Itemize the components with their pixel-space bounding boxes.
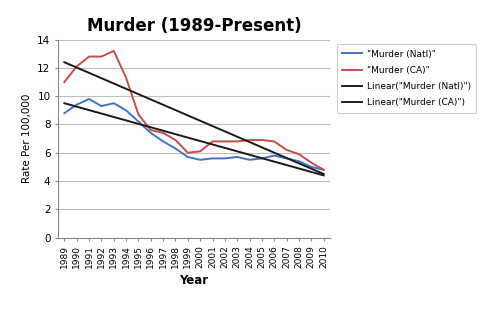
"Murder (CA)" xyxy=(271,140,276,144)
Linear("Murder (Natl)") xyxy=(148,125,153,129)
"Murder (Natl)" xyxy=(308,165,314,169)
"Murder (CA)" xyxy=(234,140,240,144)
"Murder (CA)" xyxy=(172,138,178,142)
"Murder (Natl)" xyxy=(283,156,289,160)
Linear("Murder (CA)") xyxy=(123,87,129,91)
Linear("Murder (CA)") xyxy=(308,167,314,171)
"Murder (Natl)" xyxy=(271,153,276,157)
Linear("Murder (CA)") xyxy=(283,156,289,160)
Linear("Murder (Natl)") xyxy=(98,112,104,115)
Linear("Murder (Natl)") xyxy=(308,170,314,174)
Y-axis label: Rate Per 100,000: Rate Per 100,000 xyxy=(22,94,31,183)
"Murder (CA)" xyxy=(111,49,117,53)
Linear("Murder (CA)") xyxy=(148,97,153,101)
"Murder (CA)" xyxy=(74,64,79,68)
Linear("Murder (Natl)") xyxy=(295,167,301,171)
Line: Linear("Murder (CA)"): Linear("Murder (CA)") xyxy=(64,62,323,174)
"Murder (Natl)" xyxy=(209,156,215,160)
"Murder (CA)" xyxy=(209,140,215,144)
"Murder (Natl)" xyxy=(246,158,252,162)
"Murder (Natl)" xyxy=(184,155,190,159)
"Murder (CA)" xyxy=(258,138,264,142)
"Murder (Natl)" xyxy=(320,168,326,172)
Linear("Murder (CA)") xyxy=(135,92,141,96)
Linear("Murder (CA)") xyxy=(246,140,252,144)
Linear("Murder (Natl)") xyxy=(246,153,252,157)
Linear("Murder (CA)") xyxy=(197,119,203,123)
"Murder (CA)" xyxy=(98,54,104,58)
Linear("Murder (Natl)") xyxy=(320,173,326,177)
Linear("Murder (Natl)") xyxy=(209,143,215,147)
Linear("Murder (Natl)") xyxy=(61,101,67,105)
Linear("Murder (Natl)") xyxy=(197,139,203,143)
Linear("Murder (Natl)") xyxy=(258,156,264,160)
Linear("Murder (CA)") xyxy=(258,146,264,149)
"Murder (CA)" xyxy=(308,161,314,165)
"Murder (Natl)" xyxy=(135,120,141,124)
Linear("Murder (CA)") xyxy=(222,129,227,133)
Linear("Murder (CA)") xyxy=(320,172,326,176)
"Murder (Natl)" xyxy=(222,156,227,160)
"Murder (CA)" xyxy=(197,149,203,153)
Title: Murder (1989-Present): Murder (1989-Present) xyxy=(87,17,301,35)
Linear("Murder (Natl)") xyxy=(184,136,190,140)
Linear("Murder (CA)") xyxy=(172,108,178,112)
Linear("Murder (Natl)") xyxy=(86,108,92,112)
"Murder (Natl)" xyxy=(74,103,79,107)
Linear("Murder (CA)") xyxy=(295,161,301,165)
"Murder (Natl)" xyxy=(197,158,203,162)
Linear("Murder (Natl)") xyxy=(123,118,129,122)
"Murder (Natl)" xyxy=(86,97,92,101)
Linear("Murder (Natl)") xyxy=(172,132,178,136)
"Murder (Natl)" xyxy=(172,147,178,150)
"Murder (Natl)" xyxy=(295,159,301,163)
Legend: "Murder (Natl)", "Murder (CA)", Linear("Murder (Natl)"), Linear("Murder (CA)"): "Murder (Natl)", "Murder (CA)", Linear("… xyxy=(336,44,475,113)
"Murder (Natl)" xyxy=(61,111,67,115)
Linear("Murder (CA)") xyxy=(184,114,190,117)
Linear("Murder (Natl)") xyxy=(135,122,141,126)
"Murder (CA)" xyxy=(283,148,289,152)
"Murder (Natl)" xyxy=(98,104,104,108)
"Murder (CA)" xyxy=(222,140,227,144)
Linear("Murder (Natl)") xyxy=(283,163,289,167)
Linear("Murder (Natl)") xyxy=(111,115,117,119)
"Murder (Natl)" xyxy=(234,155,240,159)
"Murder (Natl)" xyxy=(148,131,153,135)
"Murder (CA)" xyxy=(184,151,190,155)
Linear("Murder (Natl)") xyxy=(74,105,79,109)
"Murder (Natl)" xyxy=(258,156,264,160)
Linear("Murder (Natl)") xyxy=(271,160,276,164)
Line: Linear("Murder (Natl)"): Linear("Murder (Natl)") xyxy=(64,103,323,175)
"Murder (CA)" xyxy=(320,168,326,172)
Linear("Murder (Natl)") xyxy=(222,146,227,150)
Linear("Murder (CA)") xyxy=(271,151,276,155)
Linear("Murder (CA)") xyxy=(234,135,240,139)
"Murder (Natl)" xyxy=(123,108,129,112)
Linear("Murder (CA)") xyxy=(86,71,92,75)
Line: "Murder (CA)": "Murder (CA)" xyxy=(64,51,323,170)
"Murder (CA)" xyxy=(123,76,129,80)
X-axis label: Year: Year xyxy=(179,274,208,287)
Linear("Murder (CA)") xyxy=(74,66,79,70)
"Murder (CA)" xyxy=(61,80,67,84)
"Murder (CA)" xyxy=(295,152,301,156)
"Murder (CA)" xyxy=(135,113,141,116)
"Murder (Natl)" xyxy=(160,140,166,144)
"Murder (CA)" xyxy=(148,128,153,132)
Line: "Murder (Natl)": "Murder (Natl)" xyxy=(64,99,323,170)
"Murder (CA)" xyxy=(86,54,92,58)
"Murder (Natl)" xyxy=(111,101,117,105)
Linear("Murder (Natl)") xyxy=(160,129,166,133)
Linear("Murder (Natl)") xyxy=(234,149,240,153)
Linear("Murder (CA)") xyxy=(209,124,215,128)
Linear("Murder (CA)") xyxy=(160,103,166,107)
Linear("Murder (CA)") xyxy=(111,82,117,85)
"Murder (CA)" xyxy=(160,131,166,135)
"Murder (CA)" xyxy=(246,138,252,142)
Linear("Murder (CA)") xyxy=(98,76,104,80)
Linear("Murder (CA)") xyxy=(61,60,67,64)
